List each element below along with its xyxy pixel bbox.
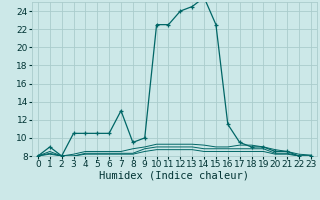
X-axis label: Humidex (Indice chaleur): Humidex (Indice chaleur) (100, 171, 249, 181)
